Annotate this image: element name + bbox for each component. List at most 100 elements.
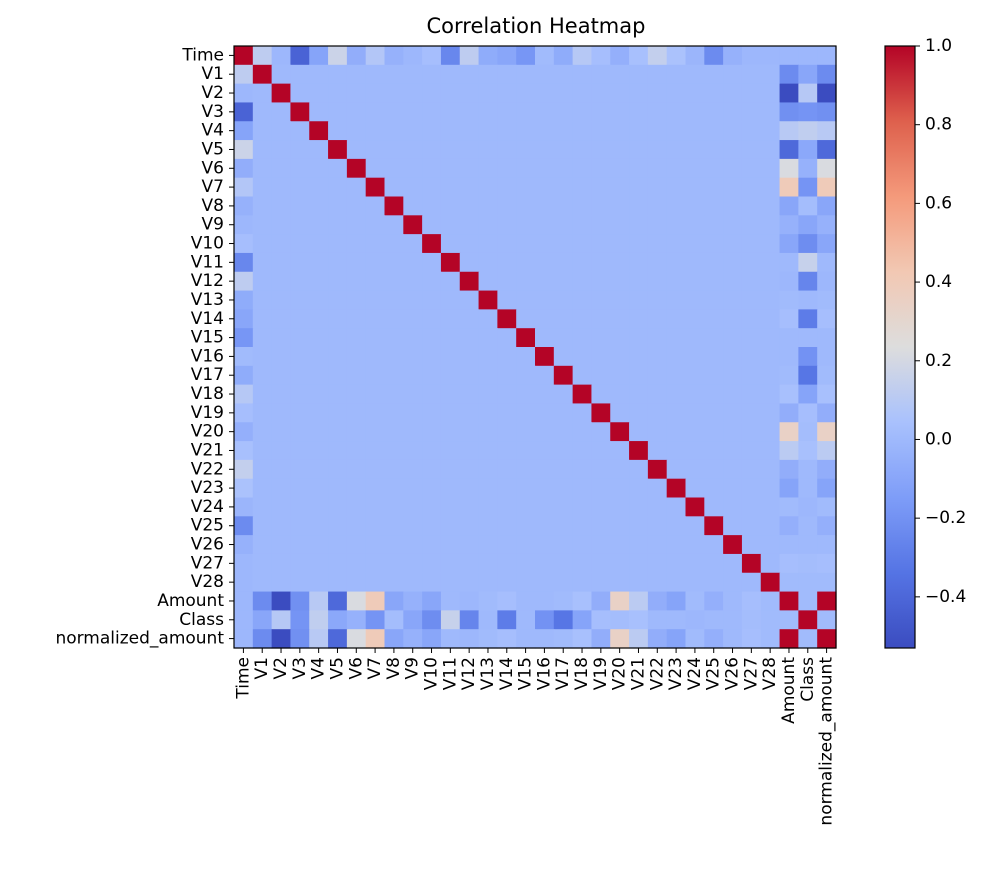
heatmap-cell (384, 365, 404, 386)
heatmap-cell (798, 553, 818, 574)
heatmap-cell (440, 535, 461, 555)
heatmap-cell (403, 102, 423, 122)
heatmap-cell (610, 140, 630, 160)
heatmap-cell (535, 328, 555, 348)
heatmap-cell (459, 497, 480, 517)
heatmap-cell (741, 347, 762, 367)
heatmap-cell (704, 591, 724, 611)
heatmap-cell (309, 83, 329, 104)
heatmap-cell (666, 83, 687, 104)
heatmap-cell (346, 46, 367, 66)
heatmap-cell (403, 535, 423, 555)
heatmap-cell (252, 121, 273, 141)
heatmap-cell (741, 535, 762, 555)
heatmap-cell (384, 234, 404, 254)
heatmap-cell (234, 516, 254, 536)
heatmap-cell (666, 478, 687, 499)
heatmap-cell (685, 196, 705, 216)
heatmap-cell (591, 591, 611, 611)
heatmap-cell (572, 215, 593, 235)
heatmap-cell (252, 158, 273, 179)
heatmap-cell (478, 64, 498, 85)
heatmap-cell (459, 572, 480, 593)
heatmap-cell (535, 459, 555, 480)
heatmap-cell (365, 102, 386, 122)
heatmap-cell (629, 478, 649, 499)
heatmap-cell (384, 422, 404, 442)
heatmap-cell (346, 629, 367, 649)
heatmap-cell (666, 591, 687, 611)
heatmap-cell (328, 234, 348, 254)
heatmap-cell (516, 121, 536, 141)
heatmap-cell (516, 271, 536, 292)
heatmap-cell (760, 158, 781, 179)
heatmap-cell (760, 478, 781, 499)
heatmap-cell (741, 328, 762, 348)
heatmap-cell (591, 553, 611, 574)
heatmap-cell (459, 83, 480, 104)
y-tick-label: V27 (191, 553, 224, 573)
heatmap-cell (704, 177, 724, 198)
heatmap-cell (403, 271, 423, 292)
heatmap-cell (779, 384, 799, 405)
heatmap-frame (233, 45, 837, 649)
heatmap-cell (591, 64, 611, 85)
heatmap-cell (741, 384, 762, 405)
heatmap-cell (252, 252, 273, 273)
heatmap-cell (779, 403, 799, 423)
y-tick-label: V13 (191, 290, 224, 310)
heatmap-cell (459, 102, 480, 122)
heatmap-cell (610, 478, 630, 499)
heatmap-cell (271, 535, 292, 555)
heatmap-cell (704, 441, 724, 461)
heatmap-cell (384, 252, 404, 273)
heatmap-cell (572, 572, 593, 593)
heatmap-cell (817, 441, 837, 461)
heatmap-cell (478, 290, 498, 310)
heatmap-cell (572, 478, 593, 499)
heatmap-cell (440, 252, 461, 273)
heatmap-cell (535, 422, 555, 442)
heatmap-cell (440, 478, 461, 499)
heatmap-cell (760, 309, 781, 329)
heatmap-cell (553, 441, 574, 461)
heatmap-cell (384, 629, 404, 649)
heatmap-cell (572, 309, 593, 329)
y-tick-label: normalized_amount (55, 629, 224, 649)
heatmap-cell (516, 215, 536, 235)
heatmap-cell (817, 121, 837, 141)
heatmap-cell (440, 497, 461, 517)
heatmap-cell (328, 497, 348, 517)
heatmap-cell (760, 271, 781, 292)
y-tick-label: V11 (191, 252, 224, 272)
heatmap-cell (535, 610, 555, 630)
heatmap-cell (779, 290, 799, 310)
heatmap-cell (516, 403, 536, 423)
heatmap-cell (440, 102, 461, 122)
heatmap-cell (629, 158, 649, 179)
heatmap-cell (346, 271, 367, 292)
x-tick-label: V12 (459, 657, 479, 690)
heatmap-cell (723, 271, 743, 292)
heatmap-cell (516, 478, 536, 499)
heatmap-cell (647, 441, 668, 461)
heatmap-cell (798, 271, 818, 292)
heatmap-cell (459, 422, 480, 442)
heatmap-cell (440, 328, 461, 348)
heatmap-cell (572, 46, 593, 66)
heatmap-cell (817, 215, 837, 235)
heatmap-cell (629, 441, 649, 461)
heatmap-cell (252, 309, 273, 329)
heatmap-cell (760, 535, 781, 555)
heatmap-cell (459, 177, 480, 198)
heatmap-cell (346, 572, 367, 593)
heatmap-cell (760, 83, 781, 104)
heatmap-cell (572, 441, 593, 461)
heatmap-cell (422, 497, 442, 517)
heatmap-cell (422, 215, 442, 235)
heatmap-cell (553, 384, 574, 405)
heatmap-cell (741, 196, 762, 216)
heatmap-cell (572, 196, 593, 216)
heatmap-cell (666, 309, 687, 329)
